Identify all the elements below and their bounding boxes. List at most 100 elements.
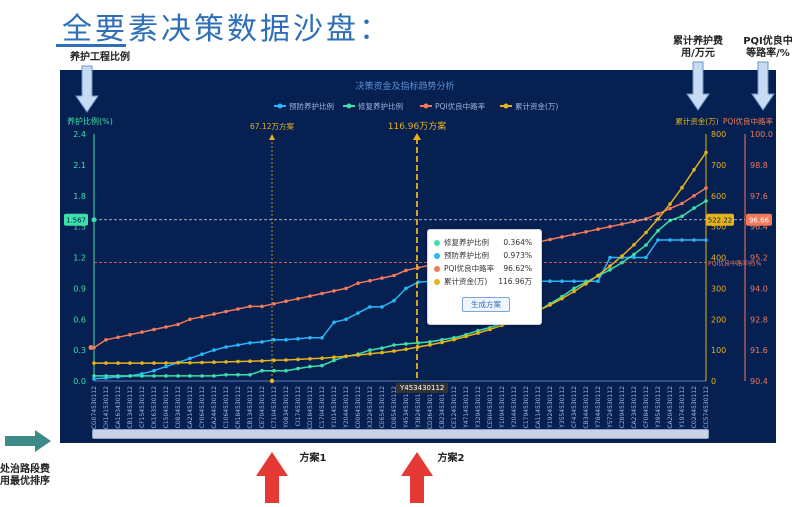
series-point — [128, 361, 132, 365]
series-point — [632, 252, 636, 257]
tooltip-value: 0.364% — [503, 238, 532, 247]
series-line — [94, 200, 707, 377]
series-point — [668, 238, 672, 242]
series-point — [332, 289, 336, 293]
x-tick-label: Y1014530112 — [331, 386, 338, 429]
data-zoom-scrollbar[interactable] — [92, 429, 709, 439]
pqi-start-point — [88, 345, 94, 351]
y-mid-tick-label: 0 — [711, 377, 716, 386]
series-point — [380, 346, 384, 350]
x-tick-label: CD184530112 — [307, 386, 314, 429]
series-point — [368, 348, 372, 352]
legend-label: PQI优良中路率 — [435, 101, 486, 111]
crosshair-point — [91, 217, 97, 223]
series-point — [380, 350, 384, 355]
series-point — [572, 289, 576, 294]
series-point — [296, 366, 300, 371]
y-left-tick-label: 1.8 — [73, 192, 86, 201]
series-point — [152, 327, 156, 332]
series-point — [392, 273, 396, 278]
y-left-tick-label: 0.9 — [73, 284, 86, 293]
tooltip-label: 修复养护比例 — [444, 238, 489, 247]
series-point — [404, 268, 408, 273]
series-point — [224, 373, 228, 377]
series-point — [260, 359, 264, 363]
series-point — [212, 360, 216, 365]
y-right-tick-label: 90.4 — [750, 377, 768, 386]
series-point — [428, 340, 432, 344]
series-point — [704, 186, 708, 190]
series-point — [140, 361, 144, 365]
tooltip-label: 预防养护比例 — [444, 251, 489, 260]
series-point — [188, 361, 192, 365]
x-tick-label: CC574530112 — [703, 386, 710, 429]
plan2-label: 方案2 — [437, 453, 465, 464]
y-right-tick-label: 98.8 — [750, 161, 768, 170]
series-point — [140, 374, 144, 378]
x-tick-label: Y0834530112 — [283, 386, 290, 429]
y-right-tick-label: 94.0 — [750, 284, 768, 293]
legend-marker — [346, 103, 352, 109]
legend-dot-icon — [434, 279, 440, 285]
series-point — [644, 230, 648, 235]
x-tick-label: CB134530112 — [127, 386, 134, 429]
x-tick-label: Y2044530112 — [511, 386, 518, 429]
x-tick-label: Y5724530112 — [607, 386, 614, 429]
series-point — [332, 355, 336, 360]
series-point — [584, 281, 588, 286]
series-point — [656, 212, 660, 216]
series-point — [704, 199, 708, 203]
chart-series — [92, 150, 708, 381]
y-left-tick-label: 0.6 — [73, 315, 86, 324]
x-tick-label: CG074530112 — [91, 386, 98, 429]
series-point — [104, 374, 108, 378]
series-point — [308, 294, 312, 298]
x-tick-label: C1704530112 — [319, 386, 326, 429]
x-tick-label: C0854530112 — [391, 386, 398, 429]
series-point — [572, 279, 576, 284]
series-point — [692, 206, 696, 210]
x-tick-label: C0834530112 — [175, 386, 182, 429]
series-point — [668, 206, 672, 211]
series-point — [608, 264, 612, 268]
series-point — [476, 328, 480, 333]
series-point — [128, 374, 132, 378]
x-tick-label: C1794530112 — [523, 386, 530, 429]
legend-marker — [503, 103, 509, 109]
x-tick-label: CF084530112 — [643, 386, 650, 428]
y-left-tick-label: 2.4 — [73, 130, 86, 139]
plan1-marker-dot — [269, 378, 275, 384]
series-point — [380, 305, 384, 309]
series-point — [200, 374, 204, 378]
series-point — [152, 374, 156, 378]
x-tick-label: Y1974530112 — [679, 386, 686, 429]
x-tick-label: CE704530112 — [259, 386, 266, 429]
series-point — [284, 358, 288, 362]
right-axis-badge — [746, 213, 772, 226]
series-point — [272, 368, 276, 373]
series-point — [308, 336, 312, 340]
series-point — [320, 356, 324, 361]
series-point — [200, 360, 204, 365]
series-point — [668, 218, 672, 223]
generate-plan-button[interactable]: 生成方案 — [462, 297, 510, 312]
series-point — [656, 228, 660, 233]
tooltip-value: 116.96万 — [498, 277, 532, 286]
series-point — [128, 332, 132, 337]
x-tick-label: CE904530112 — [487, 386, 494, 429]
y-left-tick-label: 2.1 — [73, 161, 86, 170]
annot-cost: 累计养护费 用/万元 — [673, 36, 723, 59]
legend-label: 累计资金(万) — [515, 101, 558, 111]
x-tick-label: C7104530112 — [271, 386, 278, 429]
series-point — [236, 359, 240, 364]
series-point — [296, 337, 300, 341]
series-point — [224, 360, 228, 364]
pqi-95-label: PQI优良中路率95% — [708, 260, 762, 268]
y-left-tick-label: 0.0 — [73, 377, 86, 386]
series-point — [368, 305, 372, 309]
x-tick-label: CA204530112 — [667, 386, 674, 429]
series-point — [272, 338, 276, 342]
series-point — [92, 374, 96, 378]
series-point — [404, 286, 408, 291]
y-left-tick-label: 1.2 — [73, 254, 86, 263]
